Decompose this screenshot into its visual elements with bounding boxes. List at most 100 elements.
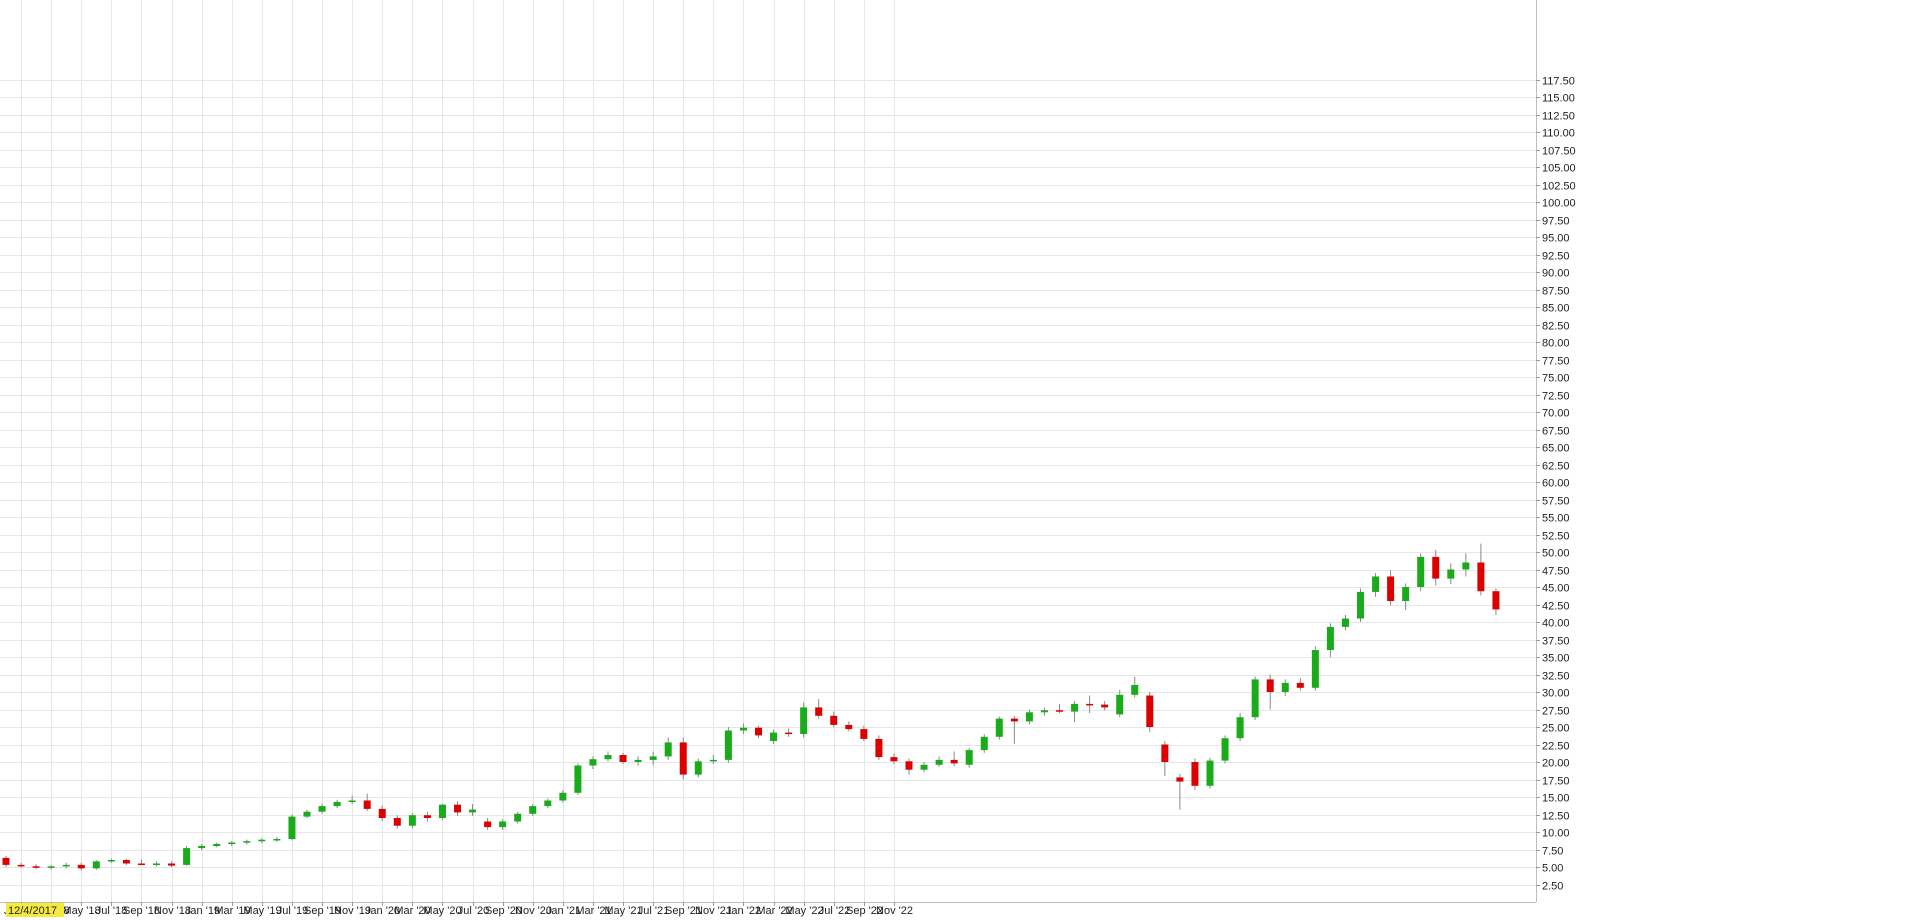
candle-up bbox=[1025, 712, 1033, 722]
candle-up bbox=[649, 756, 657, 760]
candle-down bbox=[393, 818, 401, 826]
candle-up bbox=[1326, 626, 1334, 650]
crosshair-date-text: 12/4/2017 bbox=[8, 905, 57, 917]
candle-up bbox=[499, 821, 507, 828]
candle-down bbox=[378, 808, 386, 818]
candle-up bbox=[1236, 717, 1244, 739]
price-tick-label: 75.00 bbox=[1542, 373, 1570, 385]
candle-up bbox=[739, 727, 747, 731]
crosshair-date-badge bbox=[6, 903, 64, 917]
date-tick-label: Nov '20 bbox=[515, 905, 552, 917]
candle-up bbox=[92, 861, 100, 869]
grid-lines bbox=[0, 0, 1536, 902]
candle-up bbox=[1040, 710, 1048, 713]
candle-up bbox=[1417, 556, 1425, 587]
candle-up bbox=[559, 792, 567, 801]
price-tick-label: 50.00 bbox=[1542, 548, 1570, 560]
candle-down bbox=[363, 800, 371, 809]
price-tick-label: 30.00 bbox=[1542, 688, 1570, 700]
price-tick-label: 85.00 bbox=[1542, 303, 1570, 315]
price-tick-label: 20.00 bbox=[1542, 758, 1570, 770]
candle-up bbox=[995, 718, 1003, 737]
candle-down bbox=[2, 857, 10, 865]
date-tick-label: May '20 bbox=[423, 905, 461, 917]
price-tick-label: 112.50 bbox=[1542, 111, 1575, 123]
candle-up bbox=[1131, 685, 1139, 695]
candle-down bbox=[815, 707, 823, 716]
candle-down bbox=[1296, 682, 1304, 688]
candle-up bbox=[1357, 591, 1364, 619]
candle-down bbox=[785, 732, 793, 735]
candle-up bbox=[62, 864, 70, 867]
candle-up bbox=[800, 707, 808, 734]
price-tick-label: 62.50 bbox=[1542, 461, 1570, 473]
candle-down bbox=[890, 757, 898, 762]
price-tick-label: 90.00 bbox=[1542, 268, 1570, 280]
price-tick-label: 32.50 bbox=[1542, 671, 1570, 683]
price-tick-label: 95.00 bbox=[1542, 233, 1570, 245]
candle-up bbox=[1341, 618, 1349, 627]
price-tick-label: 72.50 bbox=[1542, 391, 1570, 403]
crosshair-date-label: 12/4/2017 bbox=[6, 903, 64, 917]
date-tick-label: May '22 bbox=[785, 905, 823, 917]
candle-down bbox=[830, 715, 838, 725]
date-tick-label: May '18 bbox=[62, 905, 100, 917]
date-tick-label: May '21 bbox=[604, 905, 642, 917]
date-tick-label: Jan '22 bbox=[726, 905, 761, 917]
candle-down bbox=[122, 860, 130, 864]
candle-down bbox=[1266, 679, 1274, 692]
candle-down bbox=[1146, 695, 1154, 727]
candle-down bbox=[1432, 556, 1440, 579]
candle-up bbox=[1447, 569, 1455, 579]
candle-up bbox=[228, 842, 236, 844]
date-tick-label: Jul '21 bbox=[638, 905, 669, 917]
candle-up bbox=[1116, 694, 1124, 715]
date-tick-label: Jan '19 bbox=[185, 905, 220, 917]
candle-up bbox=[107, 860, 115, 862]
candle-up bbox=[724, 730, 732, 760]
price-tick-label: 70.00 bbox=[1542, 408, 1570, 420]
date-tick-label: Sep '20 bbox=[485, 905, 522, 917]
price-tick-label: 105.00 bbox=[1542, 163, 1576, 175]
candle-up bbox=[153, 863, 160, 865]
price-tick-label: 37.50 bbox=[1542, 636, 1570, 648]
price-tick-label: 27.50 bbox=[1542, 706, 1570, 718]
date-tick-label: Jan '21 bbox=[546, 905, 581, 917]
candle-down bbox=[619, 755, 627, 762]
candle-up bbox=[1251, 679, 1259, 718]
candle-down bbox=[950, 759, 958, 764]
price-tick-label: 65.00 bbox=[1542, 443, 1570, 455]
candle-down bbox=[755, 727, 762, 736]
candle-bodies bbox=[2, 556, 1500, 869]
price-tick-label: 45.00 bbox=[1542, 583, 1570, 595]
candle-up bbox=[348, 800, 356, 802]
candle-down bbox=[1191, 762, 1199, 786]
candle-up bbox=[694, 761, 702, 775]
date-tick-label: Jul '20 bbox=[458, 905, 489, 917]
price-tick-label: 87.50 bbox=[1542, 286, 1570, 298]
candle-up bbox=[333, 801, 341, 807]
price-tick-label: 110.00 bbox=[1542, 128, 1575, 140]
candle-up bbox=[920, 764, 928, 770]
candle-up bbox=[634, 759, 642, 762]
price-tick-label: 5.00 bbox=[1542, 863, 1563, 875]
candle-up bbox=[243, 841, 251, 843]
date-tick-label: Nov '19 bbox=[334, 905, 371, 917]
candle-up bbox=[183, 848, 191, 865]
candle-down bbox=[1387, 576, 1395, 601]
date-tick-label: Jul '18 bbox=[96, 905, 127, 917]
price-tick-label: 102.50 bbox=[1542, 181, 1576, 193]
candle-down bbox=[1086, 703, 1094, 706]
candle-up bbox=[438, 804, 446, 818]
candle-up bbox=[1372, 576, 1380, 592]
date-tick-label: Mar '19 bbox=[214, 905, 250, 917]
candle-up bbox=[273, 839, 281, 841]
candle-up bbox=[303, 811, 311, 817]
price-tick-label: 117.50 bbox=[1542, 76, 1575, 88]
candle-down bbox=[1161, 744, 1169, 762]
price-tick-label: 77.50 bbox=[1542, 356, 1570, 368]
candle-up bbox=[1071, 703, 1079, 712]
candle-up bbox=[213, 843, 221, 846]
candle-up bbox=[529, 806, 537, 814]
